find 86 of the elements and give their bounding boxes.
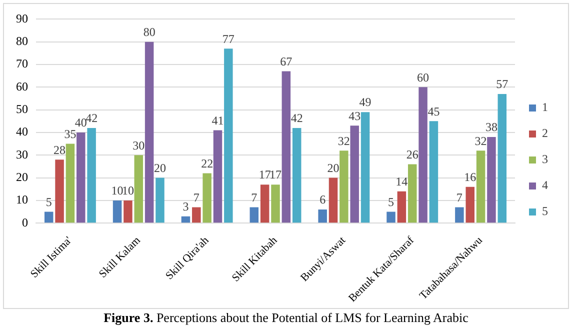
data-label: 10: [122, 184, 134, 198]
data-label: 10: [111, 184, 124, 198]
data-label: 7: [193, 190, 200, 204]
bar: [328, 178, 338, 223]
data-label: 7: [456, 190, 462, 204]
bar: [44, 212, 54, 223]
data-label: 38: [485, 120, 498, 134]
data-label: 7: [251, 190, 258, 204]
data-label: 26: [406, 147, 418, 162]
data-label: 17: [258, 168, 271, 182]
data-label: 35: [64, 126, 76, 141]
data-label: 5: [46, 194, 52, 209]
y-tick-label: 60: [16, 79, 28, 94]
data-label: 42: [290, 111, 303, 126]
bar: [192, 207, 201, 223]
data-label: 17: [270, 168, 282, 182]
data-label: 67: [280, 54, 292, 68]
y-tick-label: 90: [16, 11, 28, 26]
data-label: 45: [428, 104, 440, 118]
data-label: 32: [474, 134, 487, 148]
y-tick-label: 50: [16, 102, 28, 116]
bar: [476, 150, 486, 223]
bar: [55, 160, 64, 223]
bar: [408, 164, 417, 223]
y-tick-label: 40: [16, 124, 28, 139]
data-label: 14: [396, 174, 408, 189]
bar: [250, 207, 259, 223]
bar: [386, 212, 396, 223]
y-tick-label: 80: [16, 34, 28, 48]
bar: [418, 87, 428, 223]
bar: [350, 126, 359, 223]
bar: [181, 216, 190, 223]
bar: [429, 121, 438, 223]
bar: [455, 207, 464, 223]
y-tick-label: 70: [16, 56, 28, 71]
y-tick-label: 0: [22, 215, 28, 230]
y-tick-label: 20: [16, 170, 28, 184]
data-label: 5: [388, 194, 394, 209]
bar: [487, 137, 496, 223]
bar: [271, 184, 280, 223]
bar: [260, 184, 270, 223]
caption: Figure 3. Perceptions about the Potential of LMS for Learning Arabic: [102, 310, 470, 326]
bar: [66, 144, 75, 223]
data-label: 41: [212, 113, 224, 128]
bar: [112, 200, 122, 223]
data-label: 20: [327, 160, 340, 175]
y-tick-label: 30: [16, 147, 28, 162]
legend-label: 2: [542, 126, 548, 140]
data-label: 80: [143, 25, 156, 40]
data-label: 3: [182, 199, 189, 214]
data-label: 16: [464, 170, 476, 184]
data-label: 6: [320, 192, 326, 207]
bar: [76, 132, 86, 223]
data-label: 22: [201, 156, 214, 170]
bar: [124, 200, 132, 223]
legend-label: 5: [542, 204, 548, 218]
legend-label: 3: [542, 152, 548, 166]
bar: [87, 128, 96, 223]
bar: [498, 94, 507, 223]
legend-label: 1: [542, 100, 548, 114]
bar: [134, 155, 144, 223]
y-tick-label: 10: [16, 192, 28, 207]
data-label: 40: [74, 116, 87, 130]
data-label: 28: [54, 142, 66, 157]
data-label: 32: [338, 134, 350, 148]
bar: [202, 173, 212, 223]
bar: [282, 71, 291, 223]
data-label: 43: [348, 108, 361, 123]
bar: [156, 178, 164, 223]
data-label: 57: [496, 77, 508, 92]
bar: [224, 48, 233, 223]
bar: [292, 128, 302, 223]
bar: [360, 112, 370, 223]
bar: [340, 150, 348, 223]
bar: [213, 130, 222, 223]
data-label: 42: [86, 111, 98, 126]
data-label: 77: [222, 32, 234, 46]
data-label: 60: [417, 70, 430, 84]
bar: [144, 42, 154, 223]
data-label: 49: [359, 95, 372, 110]
data-label: 20: [154, 160, 166, 175]
bar: [318, 210, 327, 223]
bar: [397, 191, 406, 223]
data-label: 30: [132, 138, 145, 152]
bar: [466, 186, 474, 223]
legend-label: 4: [542, 178, 548, 192]
